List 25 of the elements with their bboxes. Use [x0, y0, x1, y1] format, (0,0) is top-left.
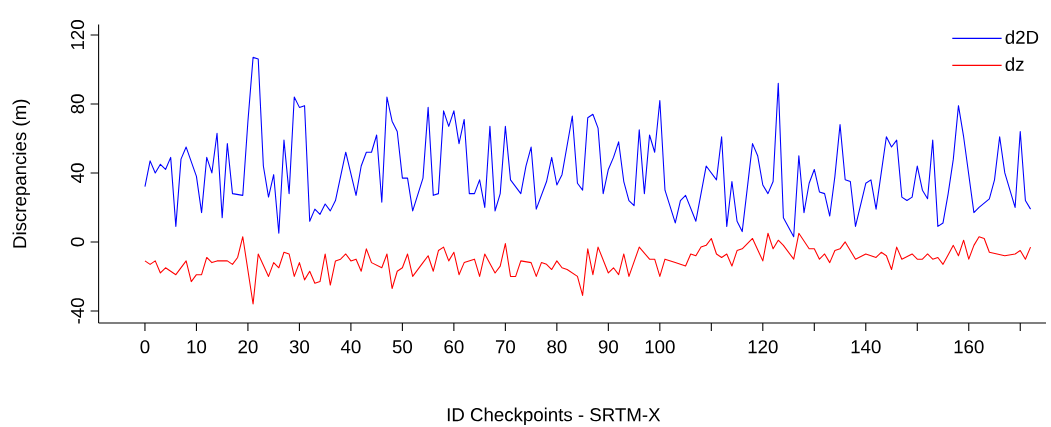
y-tick-label: 80	[70, 94, 85, 114]
x-tick-label: 40	[340, 340, 361, 354]
legend-label: dz	[1005, 57, 1024, 71]
x-tick-label: 0	[140, 340, 150, 354]
x-tick-label: 100	[645, 340, 675, 354]
y-tick-label: -40	[70, 298, 85, 324]
y-tick-label: 120	[70, 20, 85, 50]
y-axis-title: Discrepancies (m)	[12, 99, 30, 248]
x-tick-label: 120	[748, 340, 778, 354]
x-tick-label: 70	[495, 340, 516, 354]
x-tick-label: 80	[547, 340, 567, 354]
x-axis-title: ID Checkpoints - SRTM-X	[447, 407, 661, 426]
x-tick-label: 20	[238, 340, 258, 354]
legend-label: d2D	[1005, 30, 1039, 44]
y-tick-label: 40	[70, 163, 85, 183]
x-tick-label: 10	[187, 340, 207, 354]
x-tick-label: 50	[392, 340, 413, 354]
x-tick-label: 60	[444, 340, 464, 354]
line-series	[144, 232, 1032, 305]
line-series	[144, 56, 1032, 238]
x-tick-label: 90	[598, 340, 618, 354]
x-tick-label: 140	[851, 340, 881, 354]
y-tick-label: 0	[70, 237, 85, 247]
x-tick-label: 30	[289, 340, 310, 354]
x-tick-label: 160	[954, 340, 984, 354]
